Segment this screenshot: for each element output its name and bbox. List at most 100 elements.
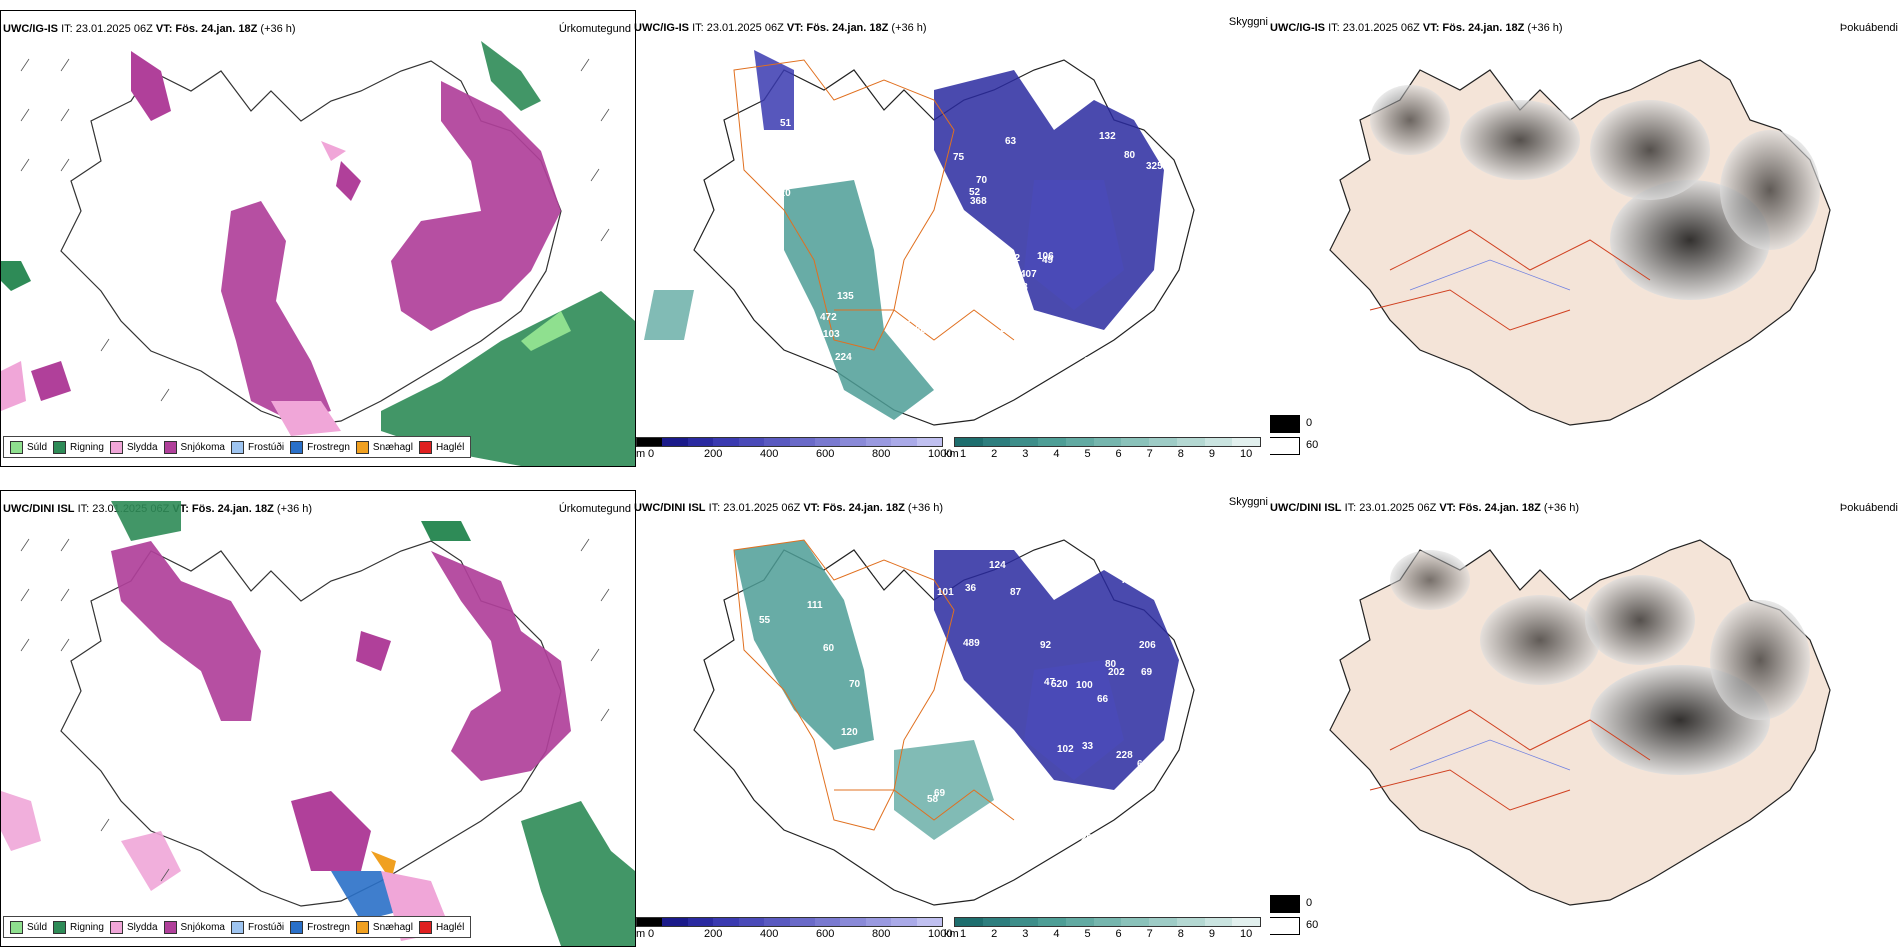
colorbar-tick: 0 [648, 448, 655, 460]
precip-map-top [1, 41, 635, 466]
colorbar-tick: 5 [1084, 448, 1091, 460]
visibility-value-label: 295 [1081, 833, 1098, 844]
height-colorbar [636, 917, 943, 927]
visibility-value-label: 22 [873, 567, 885, 578]
colorbar-tick: 600 [816, 928, 835, 940]
fog-legend-swatch-0 [1270, 895, 1300, 913]
visibility-map-bottom: 137 206 317 489 183 22 80 990 754 60 69 55 66 96 67 111… [693, 539, 1195, 906]
fog-legend-label-60: 60 [1306, 919, 1319, 931]
cloud-map-panel-bottom: UWC/DINI ISL IT: 23.01.2025 06Z VT: Fös.… [1270, 490, 1900, 945]
visibility-value-label: 626 [794, 378, 811, 389]
visibility-value-label: 68 [921, 122, 933, 133]
visibility-value-label: 228 [1011, 282, 1028, 293]
visibility-value-label: 202 [1108, 667, 1125, 678]
colorbar-tick: 2 [991, 928, 998, 940]
visibility-value-label: 69 [934, 788, 946, 799]
colorbar-tick: 800 [872, 448, 891, 460]
visibility-value-label: 101 [937, 587, 954, 598]
visibility-value-label: 108 [1112, 321, 1129, 332]
visibility-value-label: 68 [895, 835, 907, 846]
visibility-value-label: 62 [907, 205, 919, 216]
visibility-colorbar [954, 917, 1261, 927]
visibility-value-label: 51 [780, 118, 792, 129]
fog-legend-swatch-0 [1270, 415, 1300, 433]
visibility-value-label: 86 [863, 581, 875, 592]
visibility-value-label: 132 [1099, 131, 1116, 142]
visibility-value-label: 59 [910, 120, 922, 131]
visibility-value-label: 137 [1097, 791, 1114, 802]
visibility-value-label: 224 [835, 352, 852, 363]
visibility-value-label: 79 [996, 839, 1008, 850]
visibility-value-label: 124 [989, 560, 1006, 571]
visibility-value-label: 25 [776, 300, 788, 311]
colorbar-tick: 800 [872, 928, 891, 940]
legend-item: Rigning [53, 920, 104, 934]
visibility-map-top: 21 120 76 172 63 57 59 75 161 62 62 103 68 70 49 51 54 72… [644, 50, 1195, 426]
fog-legend-label-0: 0 [1306, 417, 1313, 429]
visibility-value-label: 70 [849, 679, 861, 690]
visibility-value-label: 57 [795, 361, 807, 372]
colorbar-tick: 400 [760, 928, 779, 940]
legend-item: Súld [10, 920, 47, 934]
visibility-value-label: 106 [1037, 251, 1054, 262]
visibility-value-label: 72 [1163, 178, 1175, 189]
panel-header: UWC/DINI ISL IT: 23.01.2025 06Z VT: Fös.… [634, 502, 944, 514]
colorbar-tick: 0 [648, 928, 655, 940]
precip-map-panel-top: UWC/IG-IS IT: 23.01.2025 06Z VT: Fös. 24… [0, 10, 636, 467]
visibility-title: Skyggni [1228, 16, 1268, 28]
visibility-value-label: 246 [948, 722, 965, 733]
vis-unit: km [944, 448, 959, 460]
colorbar-tick: 6 [1115, 448, 1122, 460]
colorbar-tick: 8 [1177, 448, 1184, 460]
visibility-value-label: 34 [800, 827, 812, 838]
panel-header: UWC/IG-IS IT: 23.01.2025 06Z VT: Fös. 24… [634, 22, 927, 34]
colorbar-tick: 1 [960, 928, 967, 940]
visibility-value-label: 76 [1124, 107, 1136, 118]
fog-legend-swatch-60 [1270, 917, 1300, 935]
colorbar-tick: 400 [760, 448, 779, 460]
visibility-value-label: 990 [864, 803, 881, 814]
visibility-value-label: 71 [776, 724, 788, 735]
visibility-value-label: 489 [963, 638, 980, 649]
visibility-value-label: 70 [976, 175, 988, 186]
visibility-value-label: 95 [769, 719, 781, 730]
visibility-value-label: 103 [823, 329, 840, 340]
colorbar-tick: 1000 [928, 448, 953, 460]
precip-map-panel-bottom: UWC/DINI ISL IT: 23.01.2025 06Z VT: Fös.… [0, 490, 636, 947]
visibility-value-label: 407 [1020, 269, 1037, 280]
visibility-value-label: 248 [813, 172, 830, 183]
colorbar-tick: 2 [991, 448, 998, 460]
colorbar-tick: 7 [1146, 448, 1153, 460]
visibility-value-label: 62 [756, 342, 768, 353]
visibility-value-label: 63 [1137, 759, 1149, 770]
fog-legend: 0 60 [1270, 415, 1328, 465]
colorbar-tick: 9 [1208, 448, 1215, 460]
colorbar-tick: 3 [1022, 928, 1029, 940]
legend-item: Frostúði [230, 920, 284, 934]
fog-map-bottom [1329, 539, 1831, 906]
fog-legend-label-0: 0 [1306, 897, 1313, 909]
fog-title: Þokuábendi [1839, 502, 1898, 514]
visibility-value-label: 69 [1141, 667, 1153, 678]
visibility-value-label: 111 [807, 600, 823, 611]
visibility-value-label: 120 [774, 188, 791, 199]
colorbar-tick: 5 [1084, 928, 1091, 940]
legend-item: Haglél [418, 920, 464, 934]
visibility-value-label: 78 [870, 704, 882, 715]
colorbar-tick: 200 [704, 448, 723, 460]
colorbar-tick: 200 [704, 928, 723, 940]
visibility-value-label: 87 [1010, 587, 1022, 598]
legend-item: Súld [10, 440, 47, 454]
colorbar-tick: 8 [1177, 928, 1184, 940]
height-unit: m [636, 448, 646, 460]
legend-item: Snjókoma [163, 920, 225, 934]
height-ticks: 0 200 400 600 800 1000 [634, 928, 954, 942]
legend-item: Snæhagl [355, 920, 413, 934]
visibility-value-label: 317 [1134, 805, 1151, 816]
visibility-value-label: 27 [834, 122, 846, 133]
visibility-value-label: 60 [823, 643, 835, 654]
visibility-value-label: 754 [1121, 575, 1138, 586]
visibility-value-label: 21 [1117, 356, 1129, 367]
visibility-value-label: 135 [837, 291, 854, 302]
legend-item: Rigning [53, 440, 104, 454]
